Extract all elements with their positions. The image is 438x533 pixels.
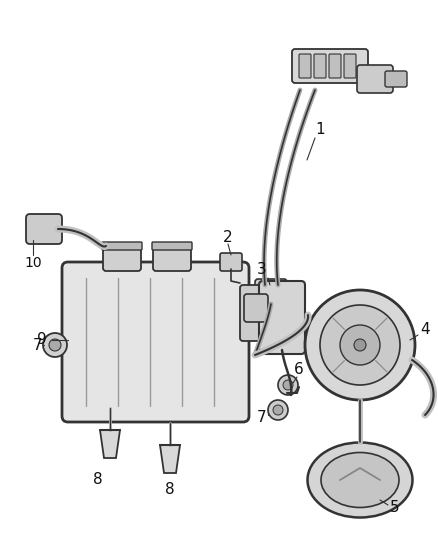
FancyBboxPatch shape: [329, 54, 341, 78]
Circle shape: [273, 405, 283, 415]
FancyBboxPatch shape: [244, 294, 268, 322]
FancyBboxPatch shape: [26, 214, 62, 244]
Circle shape: [278, 375, 298, 395]
FancyBboxPatch shape: [292, 49, 368, 83]
Text: 10: 10: [24, 256, 42, 270]
Ellipse shape: [307, 442, 413, 518]
FancyBboxPatch shape: [152, 242, 192, 250]
Text: 7: 7: [257, 410, 267, 425]
Text: 6: 6: [294, 362, 304, 377]
Circle shape: [268, 400, 288, 420]
Text: 4: 4: [420, 322, 430, 337]
Text: 8: 8: [93, 472, 103, 488]
Text: 2: 2: [223, 230, 233, 245]
Ellipse shape: [321, 453, 399, 507]
FancyBboxPatch shape: [62, 262, 249, 422]
Polygon shape: [160, 445, 180, 473]
Text: 3: 3: [257, 262, 267, 278]
Circle shape: [283, 380, 293, 390]
Polygon shape: [100, 430, 120, 458]
FancyBboxPatch shape: [153, 243, 191, 271]
FancyBboxPatch shape: [220, 253, 242, 271]
FancyBboxPatch shape: [357, 65, 393, 93]
Text: 9: 9: [37, 333, 47, 348]
FancyBboxPatch shape: [385, 71, 407, 87]
FancyBboxPatch shape: [102, 242, 142, 250]
FancyBboxPatch shape: [344, 54, 356, 78]
Circle shape: [320, 305, 400, 385]
Circle shape: [305, 290, 415, 400]
FancyBboxPatch shape: [299, 54, 311, 78]
FancyBboxPatch shape: [259, 281, 305, 354]
Circle shape: [245, 306, 259, 320]
Circle shape: [340, 325, 380, 365]
FancyBboxPatch shape: [314, 54, 326, 78]
FancyBboxPatch shape: [255, 279, 287, 307]
Circle shape: [43, 333, 67, 357]
Text: 8: 8: [165, 482, 175, 497]
Text: 7: 7: [33, 337, 43, 352]
Text: 5: 5: [390, 499, 400, 514]
Circle shape: [49, 339, 61, 351]
FancyBboxPatch shape: [103, 243, 141, 271]
FancyBboxPatch shape: [240, 285, 264, 341]
Text: 1: 1: [315, 123, 325, 138]
Circle shape: [354, 339, 366, 351]
